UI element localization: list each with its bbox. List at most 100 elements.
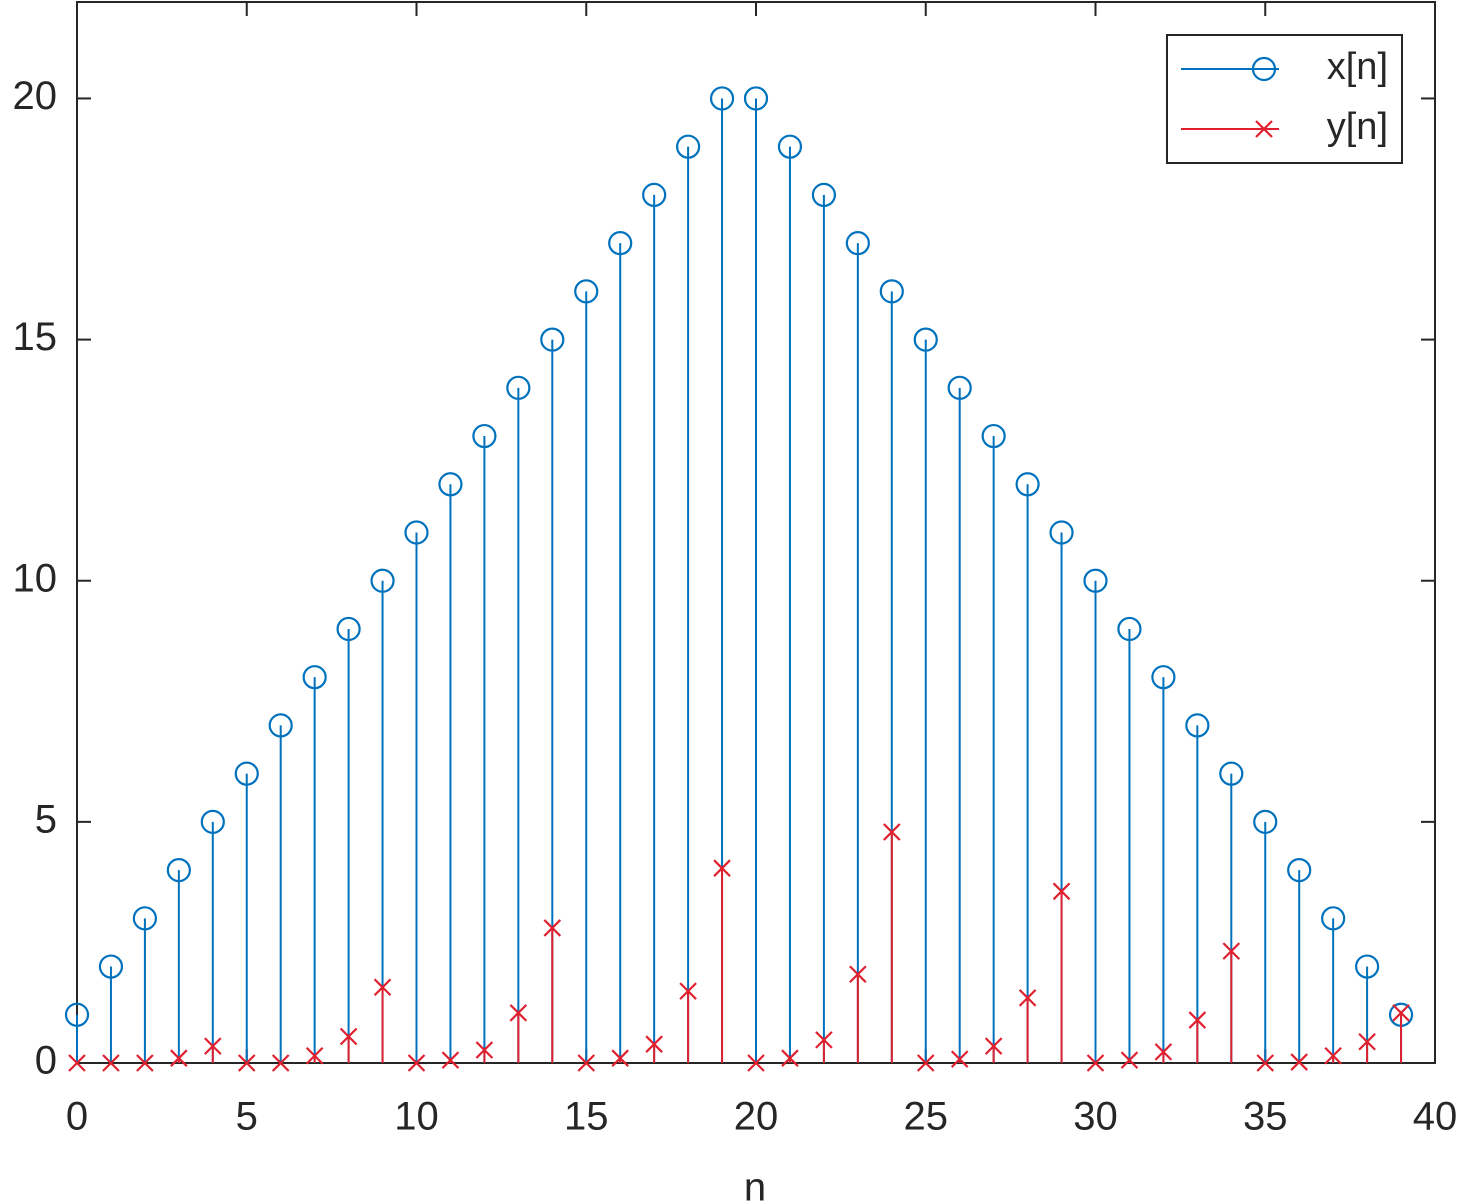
stem-marker bbox=[1185, 713, 1210, 738]
stem-marker bbox=[574, 279, 599, 304]
stem-marker bbox=[1086, 1054, 1105, 1072]
x-tick-label: 15 bbox=[564, 1095, 609, 1139]
stem-marker bbox=[713, 859, 731, 877]
x-tick-label: 40 bbox=[1413, 1095, 1458, 1139]
stem-marker bbox=[679, 982, 697, 1000]
stem-marker bbox=[98, 954, 124, 979]
stem-marker bbox=[577, 1054, 596, 1072]
stem-marker bbox=[200, 809, 225, 834]
stem-marker bbox=[1219, 761, 1244, 786]
legend-marker bbox=[1255, 120, 1273, 138]
stem-marker bbox=[743, 86, 769, 111]
stem-marker bbox=[608, 231, 633, 256]
stem-marker bbox=[1018, 989, 1037, 1007]
stem-marker bbox=[302, 665, 327, 690]
stem-marker bbox=[1015, 472, 1040, 497]
stem-marker bbox=[540, 327, 565, 352]
stem-marker bbox=[1253, 809, 1278, 834]
stem-marker bbox=[947, 375, 972, 400]
stem-marker bbox=[370, 568, 395, 593]
stem-marker bbox=[506, 375, 531, 400]
x-tick-label: 20 bbox=[734, 1095, 779, 1139]
stem-marker bbox=[1052, 882, 1071, 901]
x-tick-label: 0 bbox=[66, 1095, 88, 1139]
stem-marker bbox=[1321, 906, 1346, 931]
stem-marker bbox=[611, 1049, 629, 1067]
stem-marker bbox=[675, 134, 701, 159]
stem-marker bbox=[1256, 1054, 1275, 1072]
legend-label: y[n] bbox=[1327, 106, 1388, 148]
y-tick-label: 15 bbox=[13, 315, 58, 359]
stem-marker bbox=[777, 134, 803, 159]
stem-marker bbox=[1188, 1011, 1207, 1029]
stem-marker bbox=[811, 182, 837, 208]
x-tick-label: 30 bbox=[1073, 1095, 1118, 1139]
stem-marker bbox=[645, 1035, 663, 1053]
stem-marker bbox=[509, 1004, 528, 1022]
stem-marker bbox=[849, 965, 867, 984]
stem-marker bbox=[305, 1046, 324, 1065]
stem-marker bbox=[472, 423, 497, 449]
stem-marker bbox=[336, 616, 361, 642]
stem-marker bbox=[1358, 1033, 1376, 1051]
x-tick-label: 10 bbox=[394, 1095, 439, 1139]
stem-marker bbox=[271, 1054, 290, 1072]
y-tick-label: 5 bbox=[35, 797, 57, 841]
stem-marker bbox=[543, 919, 562, 937]
stem-marker bbox=[136, 1054, 154, 1072]
stem-marker bbox=[916, 1054, 935, 1072]
x-axis-label: n bbox=[744, 1166, 766, 1204]
stem-marker bbox=[68, 1054, 86, 1072]
stem-marker bbox=[1290, 1053, 1308, 1071]
stem-marker bbox=[747, 1054, 765, 1072]
stem-marker bbox=[64, 1002, 90, 1027]
stem-marker bbox=[404, 520, 429, 545]
stem-marker bbox=[642, 182, 667, 208]
stem-marker bbox=[132, 906, 157, 931]
stem-marker bbox=[204, 1037, 222, 1055]
stem-marker bbox=[984, 1037, 1003, 1055]
stem-marker bbox=[166, 857, 191, 883]
stem-marker bbox=[1324, 1046, 1342, 1065]
x-tick-label: 35 bbox=[1243, 1095, 1288, 1139]
stem-marker bbox=[1120, 1051, 1139, 1069]
legend-marker bbox=[1251, 56, 1277, 82]
stem-marker bbox=[781, 1049, 799, 1067]
stem-marker bbox=[950, 1050, 969, 1068]
x-tick-label: 25 bbox=[904, 1095, 949, 1139]
stem-marker bbox=[438, 472, 463, 497]
x-tick-label: 5 bbox=[236, 1095, 258, 1139]
stem-marker bbox=[268, 713, 293, 738]
stem-marker bbox=[1154, 1043, 1173, 1061]
stem-marker bbox=[1117, 616, 1142, 642]
stem-marker bbox=[1354, 954, 1380, 979]
stem-marker bbox=[883, 823, 901, 841]
stem-marker bbox=[913, 327, 938, 352]
legend-label: x[n] bbox=[1327, 46, 1388, 88]
stem-marker bbox=[1222, 942, 1241, 960]
stem-marker bbox=[1083, 568, 1108, 593]
stem-marker bbox=[1049, 520, 1074, 545]
stem-marker bbox=[1392, 1004, 1410, 1022]
stem-marker bbox=[845, 231, 870, 256]
y-tick-label: 20 bbox=[13, 74, 58, 118]
stem-marker bbox=[981, 423, 1006, 449]
y-tick-label: 0 bbox=[35, 1039, 57, 1083]
stem-marker bbox=[407, 1054, 426, 1072]
stem-marker bbox=[339, 1027, 358, 1046]
stem-marker bbox=[1287, 857, 1312, 883]
stem-marker bbox=[170, 1049, 188, 1067]
y-tick-label: 10 bbox=[13, 556, 58, 600]
stem-marker bbox=[237, 1054, 256, 1072]
stem-marker bbox=[102, 1054, 120, 1072]
stem-marker bbox=[475, 1041, 494, 1059]
legend-box bbox=[1166, 34, 1403, 164]
stem-marker bbox=[815, 1031, 833, 1049]
stem-marker bbox=[709, 86, 735, 111]
stem-marker bbox=[234, 761, 259, 786]
stem-marker bbox=[373, 978, 392, 997]
stem-marker bbox=[1151, 665, 1176, 690]
stem-marker bbox=[441, 1051, 460, 1069]
stem-marker bbox=[879, 279, 904, 304]
